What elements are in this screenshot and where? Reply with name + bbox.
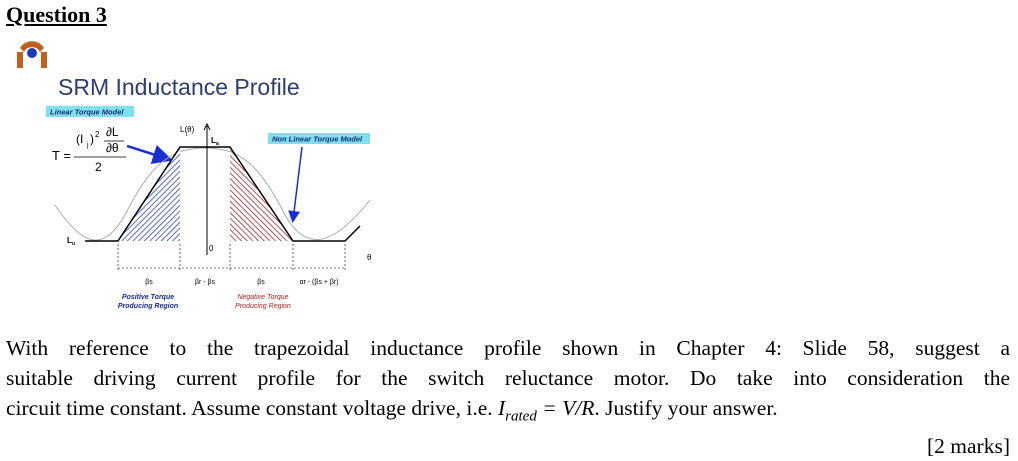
formula-close: ) bbox=[90, 132, 94, 146]
dim-label: αr - (βs + βr) bbox=[299, 279, 338, 286]
slide-diagram: SRM Inductance Profile Linear Torque Mod… bbox=[17, 41, 372, 310]
nonlinear-label: Non Linear Torque Model bbox=[272, 135, 363, 144]
math-sub: rated bbox=[505, 408, 537, 425]
formula-power: 2 bbox=[95, 130, 100, 139]
dimension-ticks bbox=[117, 244, 346, 272]
lu: L bbox=[67, 236, 72, 245]
dim-label: βr - βs bbox=[195, 279, 216, 286]
dim-label: βs bbox=[257, 279, 265, 286]
arrow bbox=[288, 146, 303, 223]
question-title: Question 3 bbox=[6, 2, 107, 27]
text-line: With reference to the trapezoidal induct… bbox=[6, 336, 1010, 360]
dim-label: βs bbox=[145, 279, 153, 286]
region-label: Producing Region bbox=[235, 303, 291, 310]
origin: 0 bbox=[209, 244, 214, 253]
la-sub: a bbox=[216, 141, 219, 147]
formula-sub: j bbox=[86, 142, 89, 149]
math: I bbox=[498, 396, 506, 420]
formula-lhs: T = bbox=[52, 148, 71, 163]
math: = V/R bbox=[536, 396, 595, 420]
linear-label: Linear Torque Model bbox=[50, 108, 124, 117]
label-box bbox=[268, 133, 370, 144]
region-label: Producing Region bbox=[118, 303, 178, 310]
axis-label: L(θ) bbox=[180, 125, 195, 134]
logo bbox=[17, 41, 47, 68]
theta: θ bbox=[367, 253, 372, 262]
region-label: Positive Torque bbox=[122, 294, 174, 301]
label-box bbox=[46, 106, 134, 117]
region-label: Negative Torque bbox=[237, 294, 288, 301]
arrow bbox=[126, 144, 173, 164]
marks: [2 marks] bbox=[927, 434, 1010, 459]
la: L bbox=[211, 136, 216, 145]
question-text: With reference to the trapezoidal induct… bbox=[6, 333, 1010, 461]
formula-partial-top: ∂L bbox=[106, 125, 119, 139]
text: . Justify your answer. bbox=[594, 396, 778, 420]
formula-partial-bottom: ∂θ bbox=[106, 141, 119, 155]
formula-denominator: 2 bbox=[95, 160, 102, 174]
inductance-profile bbox=[85, 146, 361, 242]
formula-current: (I bbox=[76, 132, 83, 146]
slide-title: SRM Inductance Profile bbox=[58, 74, 300, 100]
text-line: circuit time constant. Assume constant v… bbox=[6, 393, 1010, 431]
sinusoid bbox=[54, 147, 371, 241]
axis-sub: j bbox=[185, 131, 187, 137]
text-line: suitable driving current profile for the… bbox=[6, 366, 1010, 390]
lu-sub: u bbox=[72, 241, 75, 247]
formula: T = (I j ) 2 ∂L ∂θ 2 bbox=[52, 125, 126, 174]
text: circuit time constant. Assume constant v… bbox=[6, 396, 498, 420]
